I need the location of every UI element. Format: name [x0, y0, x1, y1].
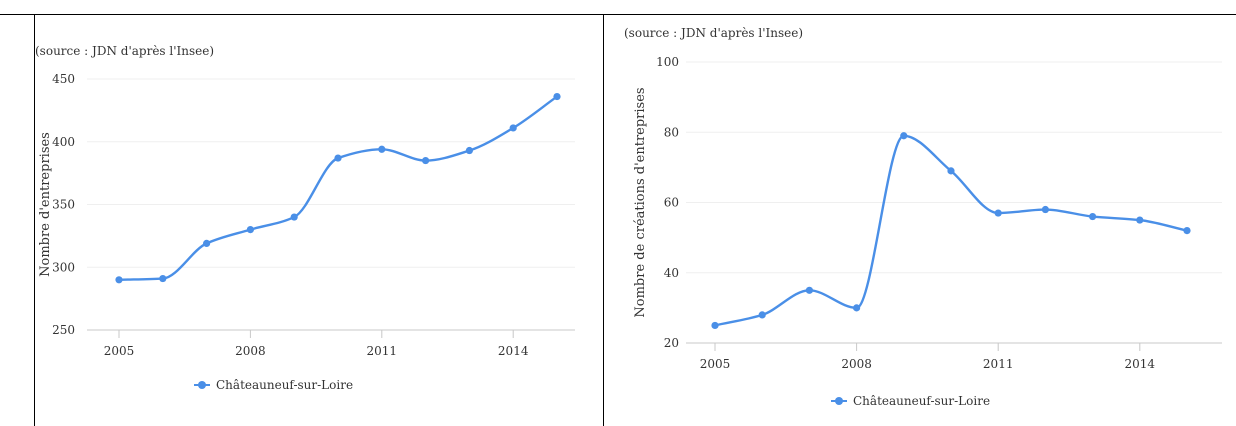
- y-tick-label: 80: [664, 125, 679, 139]
- chart-creations: (source : JDN d'après l'Insee) 20 40 60 80 10…: [624, 26, 1222, 408]
- data-point: [1183, 227, 1191, 235]
- data-point: [1041, 205, 1049, 214]
- data-point: [1089, 212, 1097, 221]
- data-point: [115, 276, 123, 284]
- top-border: [0, 14, 1236, 15]
- x-tick-label: 2011: [367, 344, 398, 358]
- data-point: [900, 132, 908, 140]
- series-line: [714, 134, 1188, 327]
- data-point: [805, 286, 813, 294]
- y-tick-label: 300: [52, 260, 75, 274]
- y-tick-label: 60: [664, 196, 679, 210]
- y-tick-label: 100: [656, 55, 679, 69]
- x-tick-label: 2011: [983, 357, 1014, 371]
- data-point: [553, 92, 561, 101]
- chart-panel-creations: (source : JDN d'après l'Insee) 20 40 60 80 10…: [604, 15, 1236, 426]
- x-tick-label: 2008: [841, 357, 872, 371]
- y-tick-label: 450: [52, 72, 75, 86]
- series-line: [118, 95, 558, 281]
- data-point: [159, 274, 167, 283]
- x-tick-label: 2014: [1125, 357, 1156, 371]
- data-point: [1136, 216, 1144, 224]
- x-tick-label: 2014: [498, 344, 529, 358]
- data-point: [853, 304, 861, 312]
- data-point: [758, 311, 766, 319]
- source-note: (source : JDN d'après l'Insee): [624, 26, 803, 40]
- legend-marker: [198, 381, 206, 389]
- data-point: [509, 124, 517, 132]
- legend-label: Châteauneuf-sur-Loire: [216, 378, 353, 392]
- y-axis-title: Nombre d'entreprises: [38, 132, 53, 277]
- data-point: [465, 146, 473, 155]
- left-border: [34, 14, 35, 426]
- source-note: (source : JDN d'après l'Insee): [35, 44, 214, 58]
- chart-panel-companies: (source : JDN d'après l'Insee) 250 300 350 4…: [35, 15, 603, 426]
- data-point: [290, 213, 298, 221]
- legend-marker: [835, 397, 843, 405]
- y-tick-label: 400: [52, 135, 75, 149]
- data-point: [711, 321, 719, 330]
- data-point: [947, 167, 955, 175]
- x-tick-label: 2005: [700, 357, 731, 371]
- y-tick-label: 250: [52, 323, 75, 337]
- x-tick-label: 2008: [235, 344, 266, 358]
- data-point: [378, 145, 386, 153]
- y-tick-label: 350: [52, 198, 75, 212]
- data-point: [422, 156, 430, 165]
- y-axis-title: Nombre de créations d'entreprises: [633, 87, 648, 317]
- data-point: [334, 154, 342, 162]
- x-tick-label: 2005: [104, 344, 135, 358]
- data-point: [246, 226, 254, 234]
- legend-label: Châteauneuf-sur-Loire: [853, 394, 990, 408]
- data-point: [994, 209, 1002, 217]
- y-tick-label: 20: [664, 336, 679, 350]
- chart-companies: (source : JDN d'après l'Insee) 250 300 350 4…: [35, 44, 575, 392]
- y-tick-label: 40: [664, 266, 679, 280]
- data-point: [203, 239, 211, 248]
- middle-border: [603, 14, 604, 426]
